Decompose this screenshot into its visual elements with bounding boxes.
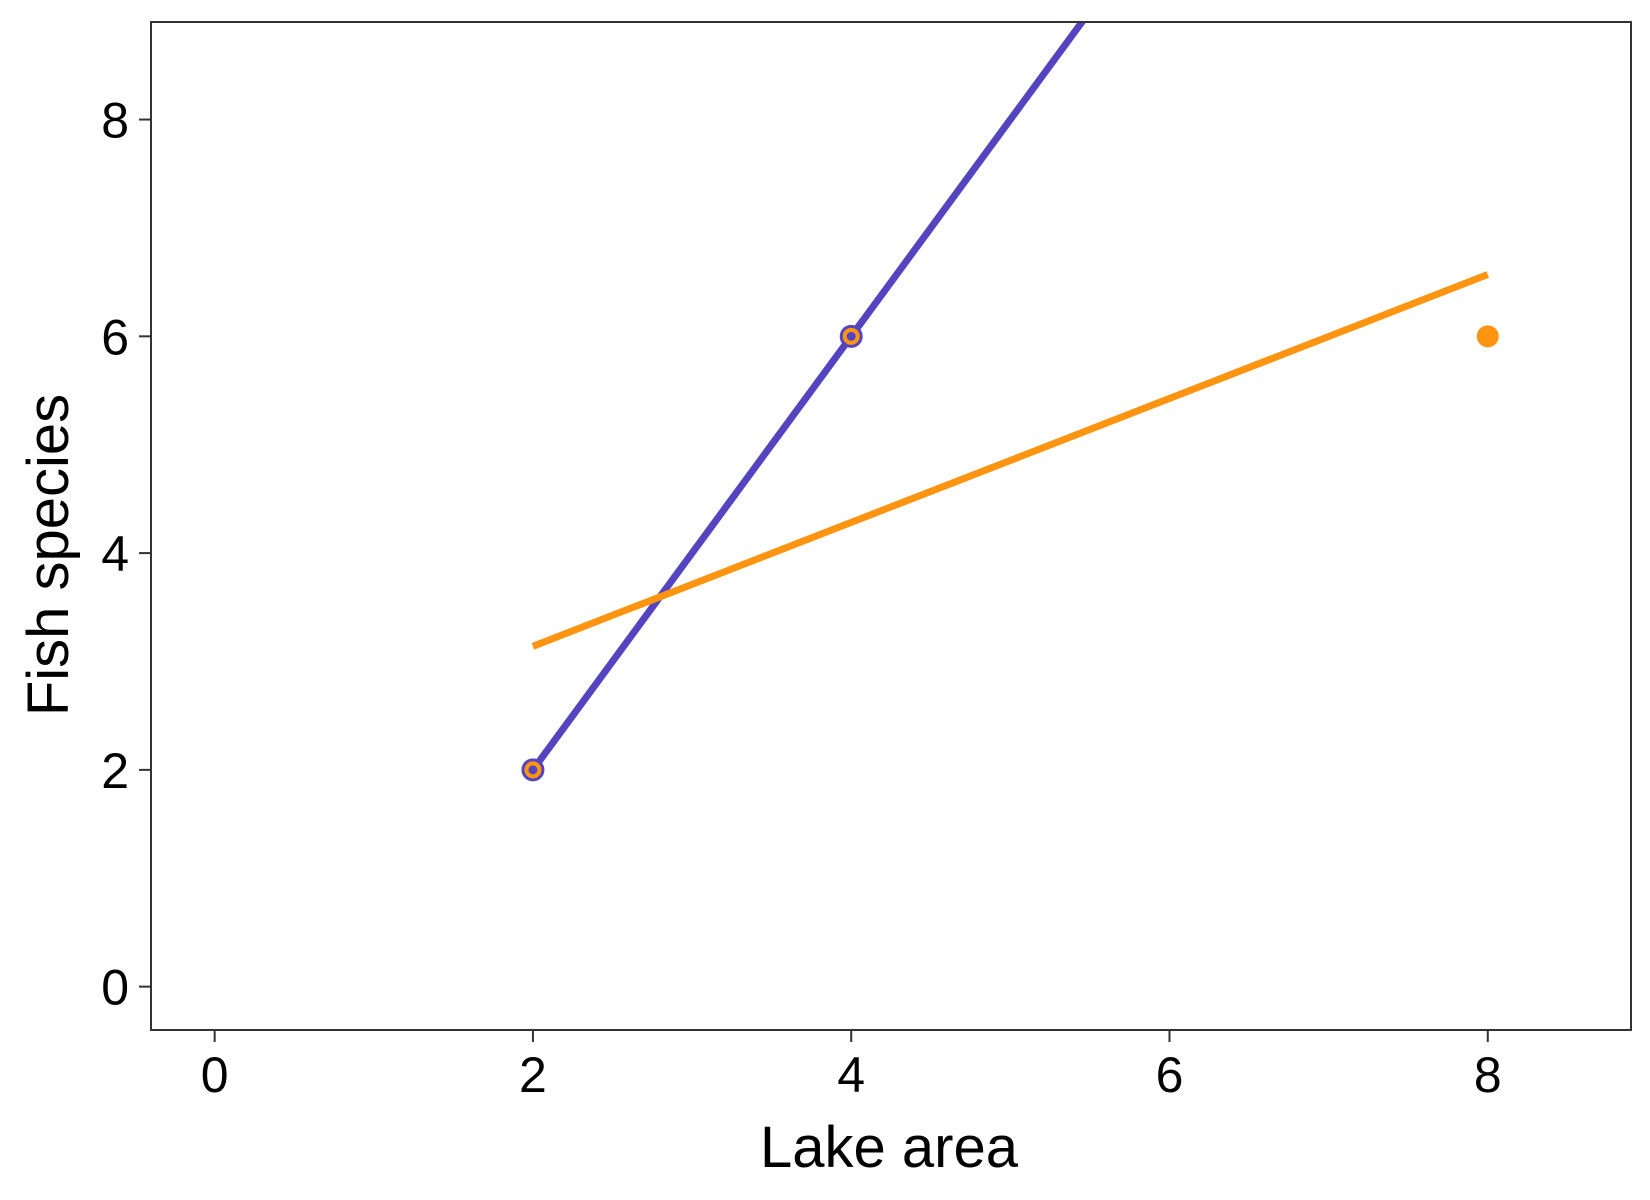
data-point-center: [528, 765, 538, 775]
y-tick-label: 6: [101, 309, 129, 365]
x-tick-label: 8: [1474, 1047, 1502, 1103]
x-tick-label: 0: [201, 1047, 229, 1103]
x-tick-label: 2: [519, 1047, 547, 1103]
series-line: [530, 22, 1087, 772]
x-tick-label: 6: [1156, 1047, 1184, 1103]
x-tick-label: 4: [837, 1047, 865, 1103]
data-point: [1476, 325, 1499, 348]
y-axis-title: Fish species: [16, 394, 81, 716]
y-axis: 0 2 4 6 8: [101, 93, 151, 1016]
data-point-center: [846, 331, 856, 341]
plot-background: [151, 22, 1631, 1030]
y-tick-label: 4: [101, 526, 129, 582]
y-tick-label: 2: [101, 743, 129, 799]
plot-frame: [150, 21, 1632, 1031]
x-axis: 0 2 4 6 8: [201, 1030, 1502, 1103]
y-tick-label: 0: [101, 960, 129, 1016]
y-tick-label: 8: [101, 93, 129, 149]
plot-area: [521, 22, 1499, 782]
series-line: [531, 271, 1490, 650]
x-axis-title: Lake area: [760, 1115, 1019, 1180]
